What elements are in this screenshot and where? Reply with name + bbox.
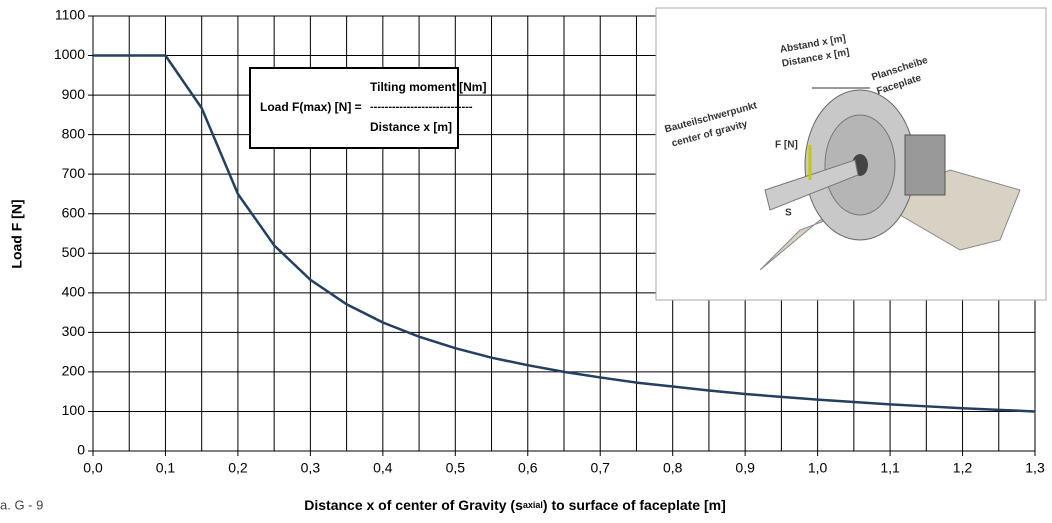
y-tick-label: 400: [62, 284, 86, 300]
x-tick-label: 0,9: [735, 460, 755, 476]
x-tick-label: 0,4: [373, 460, 393, 476]
y-tick-label: 500: [62, 244, 86, 260]
formula-frame: [249, 67, 459, 149]
x-tick-label: 0,0: [83, 460, 103, 476]
x-tick-label: 1,3: [1025, 460, 1045, 476]
formula-denominator: Distance x [m]: [370, 120, 452, 134]
x-tick-label: 0,5: [446, 460, 466, 476]
x-tick-label: 1,1: [880, 460, 900, 476]
caption: a. G - 9: [0, 497, 43, 512]
x-label-part: Distance x of center of Gravity (s: [304, 497, 523, 513]
y-tick-label: 800: [62, 125, 86, 141]
y-tick-label: 100: [62, 402, 86, 418]
y-tick-label: 700: [62, 165, 86, 181]
formula-bar: ----------------------------: [370, 101, 473, 113]
motor: [904, 134, 946, 196]
x-tick-label: 0,8: [663, 460, 683, 476]
y-tick-label: 0: [77, 442, 85, 458]
x-tick-label: 0,3: [301, 460, 321, 476]
x-tick-label: 0,7: [590, 460, 610, 476]
x-label-part: ) to surface of faceplate [m]: [543, 497, 726, 513]
data-line: [93, 54, 1036, 413]
workpiece: [764, 159, 859, 211]
plot: [93, 54, 1036, 413]
x-tick-label: 1,2: [953, 460, 973, 476]
x-tick-label: 0,6: [518, 460, 538, 476]
y-tick-label: 1100: [55, 7, 85, 23]
y-axis-label: Load F [N]: [9, 199, 25, 268]
x-tick-label: 0,1: [156, 460, 176, 476]
y-tick-label: 600: [62, 204, 86, 220]
x-label-sub: axial: [523, 500, 543, 510]
y-tick-label: 1000: [54, 46, 85, 62]
y-tick-label: 900: [62, 86, 86, 102]
formula-box: Load F(max) [N] = Tilting moment [Nm] --…: [249, 67, 486, 149]
inset-label: S: [785, 208, 792, 219]
formula-numerator: Tilting moment [Nm]: [370, 80, 486, 94]
inset-label: F [N]: [775, 140, 798, 151]
y-tick-label: 200: [62, 363, 86, 379]
x-tick-label: 1,0: [808, 460, 828, 476]
x-axis-label: Distance x of center of Gravity (saxial)…: [304, 497, 726, 513]
formula-lhs: Load F(max) [N] =: [260, 100, 362, 114]
y-tick-label: 300: [62, 323, 86, 339]
inset-image: Abstand x [m] Distance x [m] Planscheibe…: [655, 7, 1047, 301]
x-tick-label: 0,2: [228, 460, 248, 476]
